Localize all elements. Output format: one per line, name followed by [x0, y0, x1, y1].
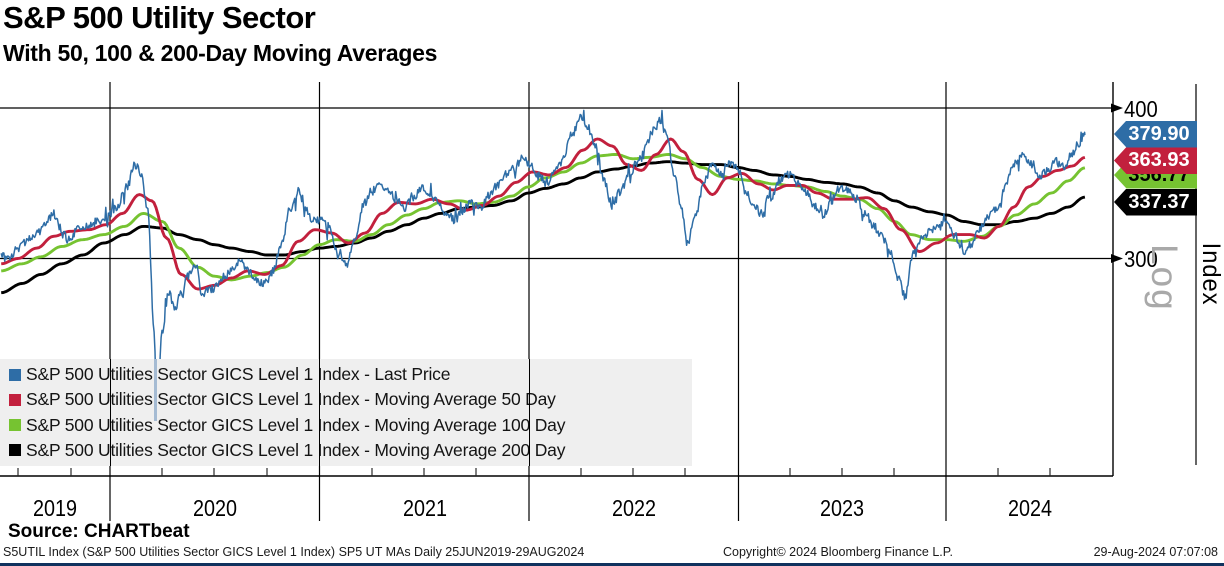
page-title: S&P 500 Utility Sector: [3, 0, 316, 35]
x-tick-2022: 2022: [611, 495, 656, 521]
price-line-through-legend: [154, 359, 157, 421]
legend-label: S&P 500 Utilities Sector GICS Level 1 In…: [26, 364, 451, 385]
price-flag-ma50: 363.93: [1114, 147, 1197, 174]
legend-label: S&P 500 Utilities Sector GICS Level 1 In…: [26, 414, 566, 435]
y-axis-title: Index: [1197, 242, 1224, 306]
gridline-over-legend: [110, 359, 111, 466]
y-tick-400: 400: [1124, 96, 1158, 122]
copyright-notice: Copyright© 2024 Bloomberg Finance L.P.: [723, 545, 953, 559]
x-tick-2019: 2019: [32, 495, 77, 521]
legend-swatch-green: [9, 419, 21, 432]
series-line-1: [1, 137, 1086, 291]
price-flag-ma200: 337.37: [1114, 188, 1197, 216]
legend-swatch-red: [9, 393, 21, 406]
price-flag-last: 379.90: [1114, 120, 1197, 148]
x-tick-2024: 2024: [1007, 495, 1052, 521]
window-bottom-border: [0, 563, 1224, 566]
x-tick-2020: 2020: [192, 495, 237, 521]
x-tick-2023: 2023: [819, 495, 864, 521]
chart-legend: S&P 500 Utilities Sector GICS Level 1 In…: [0, 359, 692, 466]
source-label: Source: CHARTbeat: [8, 521, 190, 542]
timestamp: 29-Aug-2024 07:07:08: [1093, 545, 1218, 559]
chart-description: S5UTIL Index (S&P 500 Utilities Sector G…: [3, 545, 585, 559]
legend-swatch-blue: [9, 368, 21, 381]
legend-item-ma200[interactable]: S&P 500 Utilities Sector GICS Level 1 In…: [0, 438, 692, 462]
log-scale-label[interactable]: Log: [1144, 244, 1185, 312]
x-tick-2021: 2021: [402, 495, 447, 521]
legend-swatch-black: [9, 444, 21, 457]
legend-item-ma50[interactable]: S&P 500 Utilities Sector GICS Level 1 In…: [0, 388, 692, 412]
gridline-over-legend: [529, 359, 530, 466]
legend-label: S&P 500 Utilities Sector GICS Level 1 In…: [26, 439, 566, 460]
y-tick-300: 300: [1124, 246, 1158, 272]
legend-label: S&P 500 Utilities Sector GICS Level 1 In…: [26, 389, 556, 410]
series-line-3: [1, 160, 1086, 295]
legend-item-last-price[interactable]: S&P 500 Utilities Sector GICS Level 1 In…: [0, 363, 692, 387]
page-subtitle: With 50, 100 & 200-Day Moving Averages: [3, 40, 438, 66]
legend-item-ma100[interactable]: S&P 500 Utilities Sector GICS Level 1 In…: [0, 413, 692, 437]
tick-arrow-icon: [1111, 103, 1123, 113]
series-line-0: [0, 109, 1086, 418]
gridline-over-legend: [319, 359, 320, 466]
tick-arrow-icon: [1111, 254, 1123, 263]
